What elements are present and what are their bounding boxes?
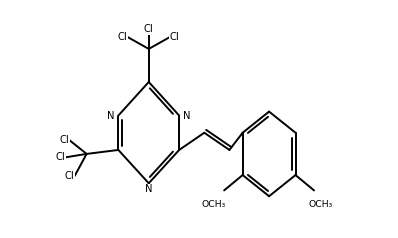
Text: OCH₃: OCH₃: [201, 200, 226, 209]
Text: Cl: Cl: [65, 171, 75, 181]
Text: Cl: Cl: [56, 152, 65, 162]
Text: Cl: Cl: [144, 24, 154, 34]
Text: OCH₃: OCH₃: [308, 200, 333, 209]
Text: Cl: Cl: [118, 32, 128, 42]
Text: Cl: Cl: [170, 32, 179, 42]
Text: Cl: Cl: [60, 135, 69, 145]
Text: N: N: [107, 111, 115, 121]
Text: N: N: [183, 111, 190, 121]
Text: N: N: [145, 184, 152, 194]
